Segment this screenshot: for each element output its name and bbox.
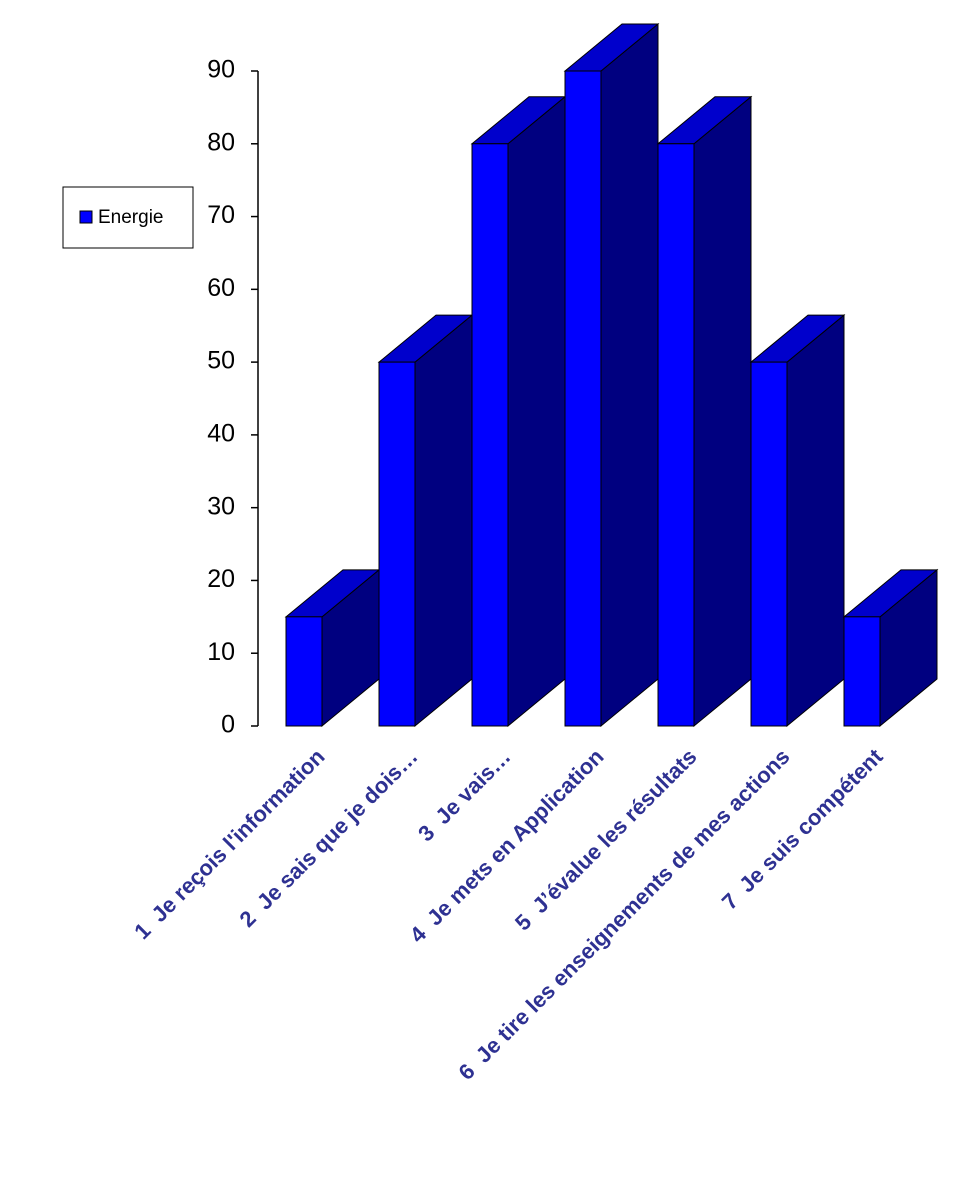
x-tick-label: 2 Je sais que je dois… <box>235 744 423 932</box>
y-tick-label: 20 <box>207 565 235 593</box>
bar <box>750 361 788 727</box>
bar <box>843 616 881 727</box>
x-tick-label: 7 Je suis compétent <box>717 743 888 914</box>
bar-side <box>693 95 752 728</box>
x-tick-label: 4 Je mets en Application <box>405 744 609 948</box>
bar-side <box>600 22 659 728</box>
bar <box>657 143 695 727</box>
x-tick-label: 6 Je tire les enseignements de mes actio… <box>453 744 794 1085</box>
y-tick-label: 30 <box>207 492 235 520</box>
legend-label: Energie <box>98 207 164 228</box>
bar <box>378 361 416 727</box>
bar-side <box>507 95 566 728</box>
y-tick-label: 50 <box>207 347 235 375</box>
bar-side <box>786 314 845 728</box>
bar <box>564 70 602 727</box>
y-tick-label: 90 <box>207 56 235 84</box>
legend-swatch <box>79 210 93 224</box>
bar <box>471 143 509 727</box>
x-tick-label: 3 Je vais… <box>413 744 515 846</box>
bar-side <box>414 314 473 728</box>
x-tick-label: 1 Je reçois l'information <box>129 744 329 944</box>
y-tick-label: 70 <box>207 201 235 229</box>
plot-area: 0 10 20 30 40 50 60 70 80 90 1 Je reçois l'informa… <box>129 22 939 1085</box>
y-tick-label: 80 <box>207 128 235 156</box>
y-tick-label: 0 <box>221 711 235 739</box>
y-tick-label: 10 <box>207 638 235 666</box>
y-tick-label: 40 <box>207 419 235 447</box>
x-tick-label: 5 J’évalue les résultats <box>510 744 702 936</box>
y-tick-label: 60 <box>207 274 235 302</box>
bar <box>285 616 323 727</box>
